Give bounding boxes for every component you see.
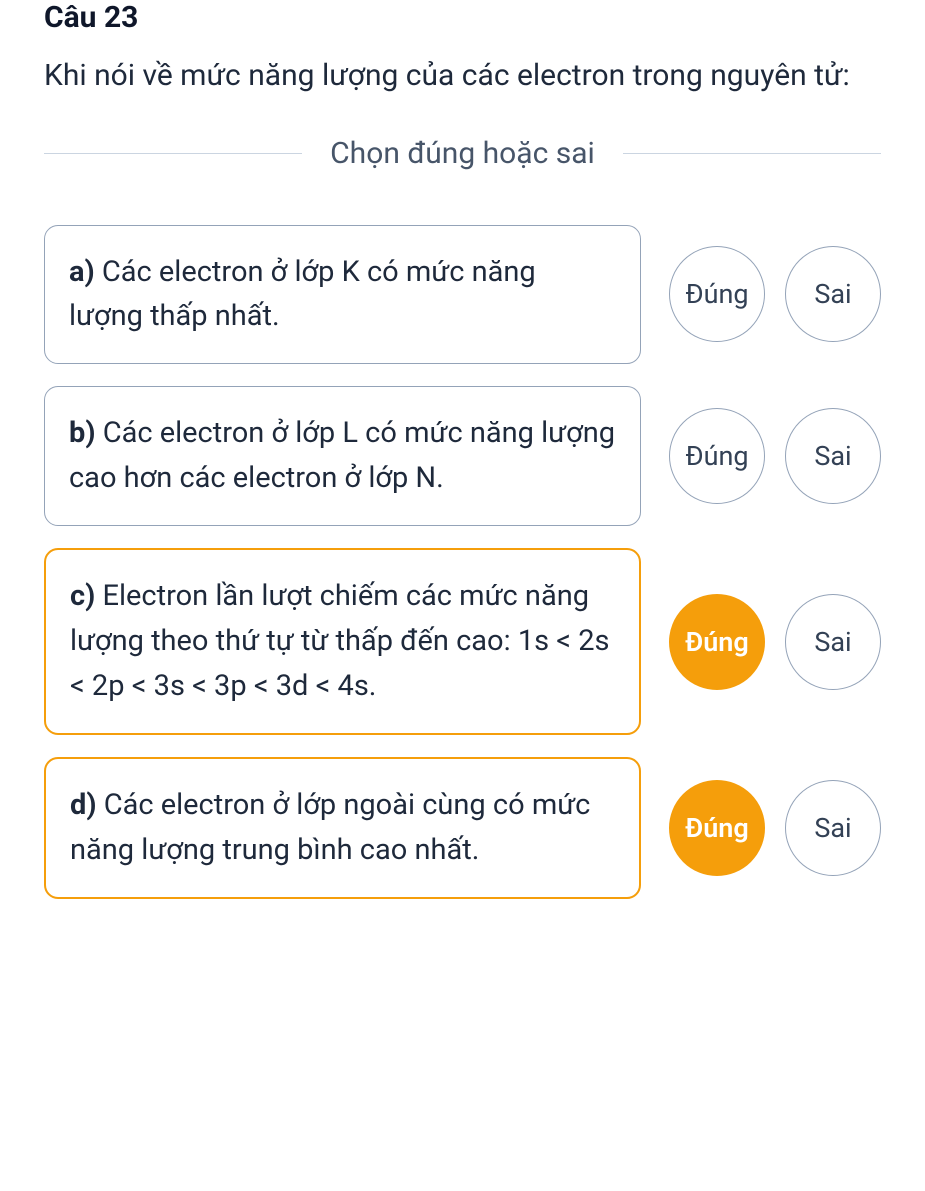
option-label: c) — [70, 579, 95, 613]
option-text: Electron lần lượt chiếm các mức năng lượ… — [70, 579, 609, 703]
option-box: a) Các electron ở lớp K có mức năng lượn… — [44, 225, 641, 365]
option-box: d) Các electron ở lớp ngoài cùng có mức … — [44, 757, 641, 899]
instruction-divider: Chọn đúng hoặc sai — [0, 136, 925, 171]
option-buttons: ĐúngSai — [669, 594, 881, 690]
instruction-text: Chọn đúng hoặc sai — [302, 136, 623, 171]
true-button[interactable]: Đúng — [669, 780, 765, 876]
option-buttons: ĐúngSai — [669, 246, 881, 342]
false-button[interactable]: Sai — [785, 408, 881, 504]
question-number: Câu 23 — [44, 0, 881, 35]
option-row: c) Electron lần lượt chiếm các mức năng … — [44, 548, 881, 735]
false-button[interactable]: Sai — [785, 246, 881, 342]
true-button[interactable]: Đúng — [669, 594, 765, 690]
true-button[interactable]: Đúng — [669, 408, 765, 504]
option-buttons: ĐúngSai — [669, 408, 881, 504]
option-row: a) Các electron ở lớp K có mức năng lượn… — [44, 225, 881, 365]
option-box: c) Electron lần lượt chiếm các mức năng … — [44, 548, 641, 735]
option-label: a) — [69, 255, 95, 289]
option-box: b) Các electron ở lớp L có mức năng lượn… — [44, 386, 641, 526]
question-text: Khi nói về mức năng lượng của các electr… — [44, 53, 881, 100]
option-text: Các electron ở lớp K có mức năng lượng t… — [69, 255, 536, 334]
quiz-container: Câu 23 Khi nói về mức năng lượng của các… — [0, 0, 925, 899]
option-text: Các electron ở lớp L có mức năng lượng c… — [69, 416, 615, 495]
divider-line-left — [44, 153, 302, 154]
true-button[interactable]: Đúng — [669, 246, 765, 342]
option-buttons: ĐúngSai — [669, 780, 881, 876]
option-label: d) — [70, 788, 97, 822]
option-text: Các electron ở lớp ngoài cùng có mức năn… — [70, 788, 590, 867]
option-row: d) Các electron ở lớp ngoài cùng có mức … — [44, 757, 881, 899]
option-row: b) Các electron ở lớp L có mức năng lượn… — [44, 386, 881, 526]
question-header: Câu 23 Khi nói về mức năng lượng của các… — [44, 0, 881, 100]
option-label: b) — [69, 416, 96, 450]
options-list: a) Các electron ở lớp K có mức năng lượn… — [44, 225, 881, 899]
false-button[interactable]: Sai — [785, 780, 881, 876]
divider-line-right — [623, 153, 881, 154]
false-button[interactable]: Sai — [785, 594, 881, 690]
